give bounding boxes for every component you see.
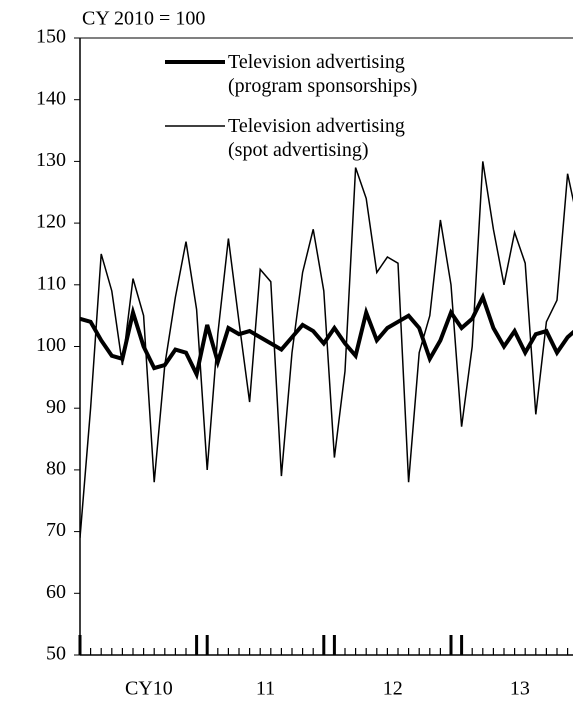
y-tick-label: 90 (46, 396, 66, 418)
y-tick-label: 80 (46, 457, 66, 479)
x-tick-label: 12 (383, 678, 403, 700)
series-line (80, 291, 573, 381)
y-tick-label: 150 (36, 26, 66, 48)
series-line (80, 161, 573, 538)
y-tick-label: 70 (46, 519, 66, 541)
legend-label: Television advertising (program sponsors… (228, 50, 448, 98)
x-tick-label: CY10 (125, 678, 173, 700)
y-tick-label: 120 (36, 211, 66, 233)
y-tick-label: 140 (36, 87, 66, 109)
y-tick-label: 100 (36, 334, 66, 356)
x-tick-label: 11 (256, 678, 275, 700)
y-tick-label: 110 (37, 272, 66, 294)
legend-label: Television advertising (spot advertising… (228, 114, 448, 162)
x-tick-label: 13 (510, 678, 530, 700)
y-tick-label: 130 (36, 149, 66, 171)
y-tick-label: 60 (46, 581, 66, 603)
subtitle: CY 2010 = 100 (82, 8, 205, 30)
y-tick-label: 50 (46, 643, 66, 665)
